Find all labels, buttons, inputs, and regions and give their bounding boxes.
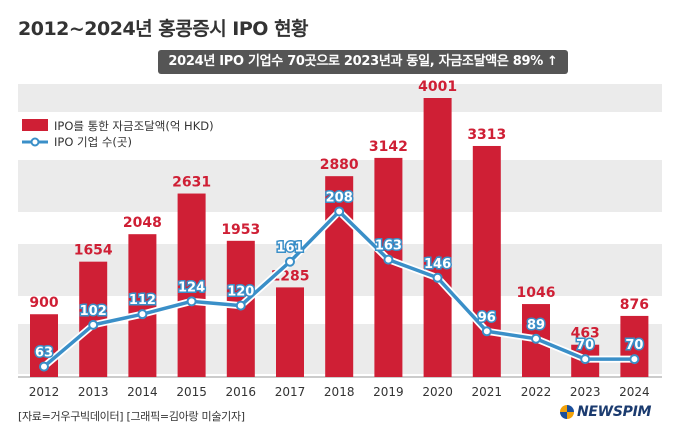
line-point-2017 (285, 256, 295, 267)
x-tick-label-2015: 2015 (176, 385, 207, 399)
newspim-logo-icon (560, 405, 574, 419)
line-value-label-2021: 96 (478, 310, 496, 325)
line-value-label-2022: 89 (527, 318, 545, 333)
line-point-2024 (629, 354, 640, 365)
newspim-logo-text: NEWSPIM (577, 404, 652, 420)
x-tick-label-2020: 2020 (422, 385, 453, 399)
bar-value-label-2012: 900 (29, 295, 58, 311)
bar-2017 (276, 287, 304, 377)
line-point-2022 (531, 333, 541, 344)
bar-2014 (128, 234, 157, 377)
x-tick-label-2021: 2021 (472, 385, 503, 399)
legend-label-bar: IPO를 통한 자금조달액(억 HKD) (54, 119, 214, 133)
bar-value-label-2018: 2880 (320, 157, 359, 173)
bar-2019 (374, 157, 403, 377)
background-band-1 (18, 84, 662, 112)
bar-2021 (472, 145, 501, 377)
line-value-label-2012: 63 (35, 346, 53, 361)
bar-value-label-2019: 3142 (369, 139, 408, 155)
line-point-2021 (481, 326, 492, 337)
x-tick-label-2017: 2017 (275, 385, 306, 399)
chart-title: 2012~2024년 홍콩증시 IPO 현황 (18, 18, 309, 40)
x-tick-label-2012: 2012 (29, 385, 60, 399)
newspim-logo: NEWSPIM (560, 404, 651, 420)
bar-value-label-2021: 3313 (467, 127, 506, 143)
bar-value-label-2020: 4001 (418, 79, 457, 95)
bar-value-label-2016: 1953 (221, 222, 260, 238)
bar-2020 (423, 98, 452, 377)
x-tick-label-2019: 2019 (373, 385, 404, 399)
line-value-label-2015: 124 (178, 280, 205, 295)
up-arrow-icon: ↑ (547, 54, 558, 69)
legend-label-line: IPO 기업 수(곳) (54, 135, 132, 149)
bar-2015 (177, 193, 206, 377)
x-tick-label-2023: 2023 (570, 385, 601, 399)
legend-swatch-bar (22, 119, 48, 131)
bar-value-label-2024: 876 (620, 297, 649, 313)
bar-value-label-2022: 1046 (517, 285, 556, 301)
bar-2024 (620, 315, 649, 377)
bar-value-label-2023: 463 (571, 326, 600, 342)
line-point-2023 (580, 354, 591, 365)
line-value-label-2017: 161 (276, 241, 303, 256)
legend-swatch-point (30, 137, 40, 147)
line-value-label-2014: 112 (129, 293, 156, 308)
source-note: [자료=거우구빅데이터] [그래픽=김아랑 미술기자] (18, 410, 245, 423)
bar-2018 (325, 176, 354, 377)
line-value-label-2016: 120 (227, 285, 254, 300)
line-point-2013 (88, 319, 99, 330)
x-tick-label-2024: 2024 (619, 385, 650, 399)
line-point-2018 (334, 206, 345, 217)
line-value-label-2024: 70 (625, 338, 643, 353)
bar-value-label-2015: 2631 (172, 175, 211, 191)
line-point-2019 (383, 254, 394, 265)
line-point-2012 (39, 361, 49, 372)
line-point-2014 (137, 309, 148, 320)
line-value-label-2019: 163 (375, 239, 402, 254)
banner-text: 2024년 IPO 기업수 70곳으로 2023년과 동일, 자금조달액은 89… (168, 54, 544, 69)
x-tick-label-2013: 2013 (78, 385, 109, 399)
bar-value-label-2014: 2048 (123, 215, 162, 231)
x-tick-label-2022: 2022 (521, 385, 552, 399)
x-tick-label-2018: 2018 (324, 385, 355, 399)
x-tick-label-2016: 2016 (226, 385, 257, 399)
line-value-label-2023: 70 (576, 338, 594, 353)
line-point-2015 (186, 296, 197, 307)
line-point-2016 (235, 300, 246, 311)
line-value-label-2020: 146 (424, 257, 451, 272)
headline-banner: 2024년 IPO 기업수 70곳으로 2023년과 동일, 자금조달액은 89… (158, 50, 568, 74)
line-point-2020 (432, 272, 443, 283)
line-value-label-2018: 208 (326, 190, 353, 205)
x-tick-label-2014: 2014 (127, 385, 158, 399)
bar-value-label-2013: 1654 (74, 243, 113, 259)
line-value-label-2013: 102 (80, 304, 107, 319)
